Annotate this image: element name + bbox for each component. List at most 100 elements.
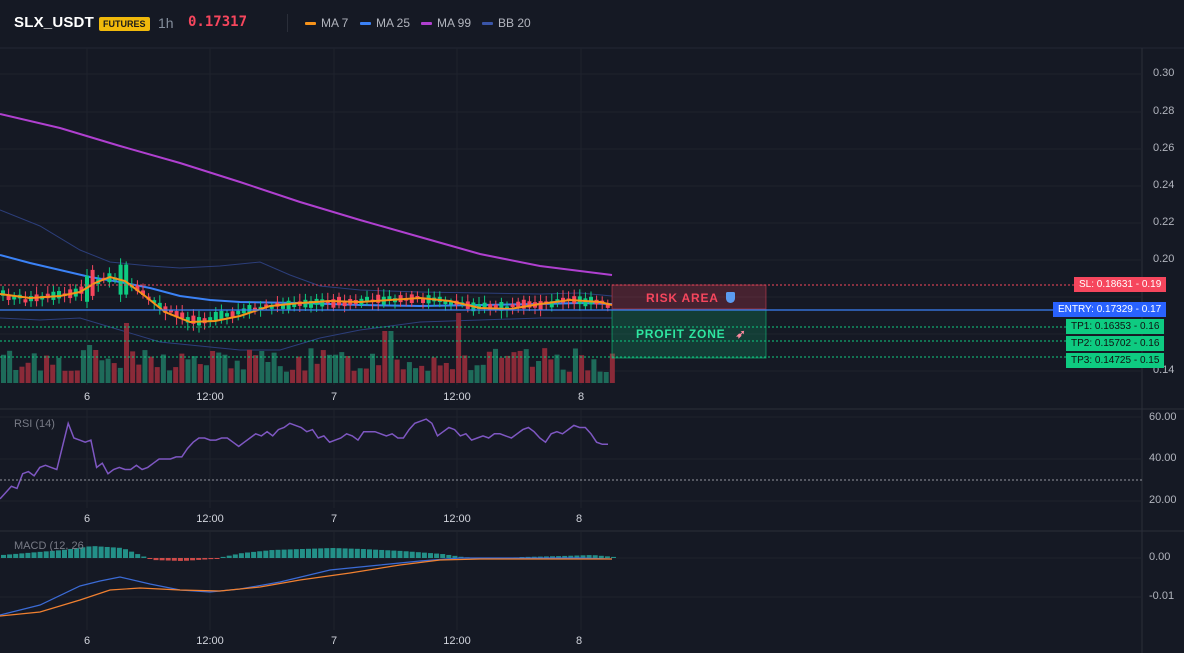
macd-hist-bar [421,552,427,558]
candle-body [510,304,515,308]
volume-bar [167,370,173,383]
macd-hist-bar [49,550,55,558]
tp1-tag[interactable]: TP1: 0.16353 - 0.16 [1066,319,1165,334]
candle-body [6,294,11,301]
bb-lower [0,317,612,351]
macd-hist-bar [214,558,220,559]
entry-tag[interactable]: ENTRY: 0.17329 - 0.17 [1053,302,1167,317]
candle-body [320,299,325,307]
macd-hist-bar [452,555,458,558]
ma25-swatch [360,21,371,25]
macd-hist-bar [604,556,610,558]
candle-body [219,310,224,320]
volume-bar [493,348,498,383]
pane-separators [0,47,1184,653]
volume-bar [179,353,185,383]
macd-hist-bar [360,549,366,558]
volume-bar [413,368,419,383]
macd-hist-bar [123,549,128,558]
macd-title[interactable]: MACD (12, 26 [14,540,84,552]
volume-bar [142,350,148,383]
volume-bar [554,354,560,383]
volume-bar [228,368,234,383]
time-tick: 8 [577,391,585,403]
volume-bar [68,370,74,383]
legend-ma99[interactable]: MA 99 [421,16,471,30]
volume-bar [265,361,271,383]
profit-zone[interactable] [611,309,767,359]
volume-bar [419,365,425,383]
price-tick: 0.30 [1153,67,1175,79]
candle-body [443,300,448,305]
volume-bar [370,353,375,383]
macd-hist-bar [257,551,263,558]
header-divider [287,14,288,32]
volume-bar [74,370,80,383]
volume-bar [130,351,136,383]
volume-bar [271,352,277,383]
volume-bar [160,354,166,383]
volume-bar [603,371,609,383]
candle-body [482,302,487,308]
macd-hist-bar [190,558,196,561]
legend-ma7[interactable]: MA 7 [305,16,348,30]
volume-bar [216,352,222,383]
bb20-label: BB 20 [498,16,531,30]
tp2-tag[interactable]: TP2: 0.15702 - 0.16 [1066,336,1165,351]
legend-ma25[interactable]: MA 25 [360,16,410,30]
price-tick: 0.26 [1153,142,1175,154]
price-tick: 0.22 [1153,216,1175,228]
time-tick: 12:00 [196,513,224,525]
volume-bar [253,355,259,383]
macd-signal-line [0,558,612,617]
volume-bar [499,357,505,383]
volume-bar [13,369,19,383]
time-tick: 12:00 [443,391,471,403]
volume-bar [296,356,302,383]
tp2-axis-value: 0.16 [1139,338,1160,349]
volume-bar [572,348,578,383]
ma7-swatch [305,21,316,25]
macd-axis-tick: 0.00 [1149,551,1171,563]
macd-hist-bar [611,556,616,558]
candle-body [527,301,532,308]
symbol-name[interactable]: SLX_USDT [14,14,94,31]
last-price: 0.17317 [188,14,248,30]
candle-body [124,264,129,295]
legend-bb20[interactable]: BB 20 [482,16,531,30]
macd-hist-bar [397,550,403,558]
candle-body [583,298,588,307]
candle-body [174,311,179,318]
macd-hist-bar [543,556,549,558]
macd-hist-bar [68,548,74,558]
candle-body [12,295,17,300]
macd-hist-bar [220,556,226,558]
macd-hist-bar [556,556,562,558]
candle-body [258,306,263,310]
rsi-axis-tick: 20.00 [1149,494,1177,506]
risk-area-zone[interactable] [611,284,767,310]
volume-bar [50,364,56,383]
volume-bar [443,362,449,383]
macd-hist-bar [550,556,555,558]
macd-hist-bar [562,555,568,558]
macd-hist-bar [348,548,354,558]
volume-bar [333,354,339,383]
macd-hist-bar [330,548,336,558]
macd-hist-bar [141,556,147,558]
volume-bar [191,356,197,383]
candle-body [185,317,190,323]
shield-icon [726,292,736,303]
macd-hist-bar [104,546,110,558]
candle-body [269,305,274,309]
tp3-tag[interactable]: TP3: 0.14725 - 0.15 [1066,353,1165,368]
candle-body [236,310,241,315]
volume-bar [136,364,142,383]
candle-body [605,303,610,308]
volume-bar [124,323,129,383]
sl-tag[interactable]: SL: 0.18631 - 0.19 [1074,277,1167,292]
candle-body [152,300,157,303]
rsi-title[interactable]: RSI (14) [14,418,55,430]
timeframe-label[interactable]: 1h [158,15,174,31]
